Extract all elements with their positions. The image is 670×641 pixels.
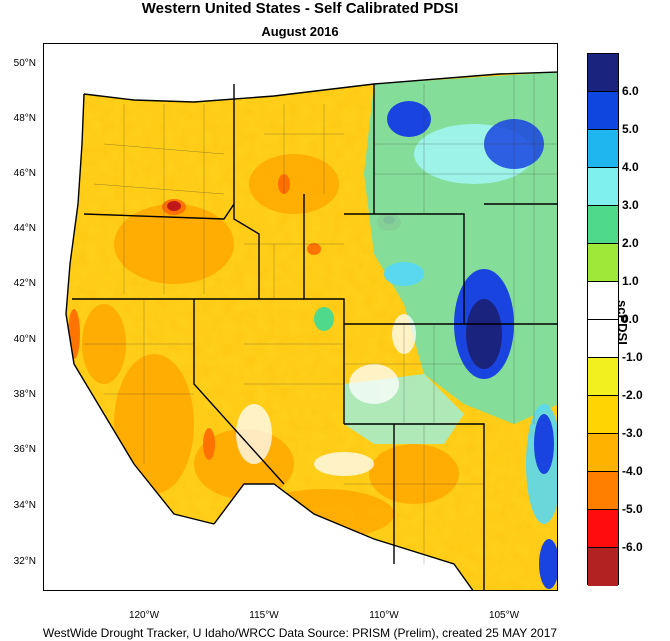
legend-swatch [588,510,618,548]
legend-swatch [588,434,618,472]
drought-map [44,44,557,590]
legend-swatch [588,92,618,130]
legend-label: -5.0 [622,502,643,516]
footer-credit: WestWide Drought Tracker, U Idaho/WRCC D… [42,626,558,640]
canada-region [44,44,557,102]
legend-swatch [588,244,618,282]
legend-label: 6.0 [622,84,639,98]
map-area [43,43,558,591]
legend-title: scPDSI [615,300,630,345]
lat-label-48: 48°N [13,113,36,124]
county-borders [84,74,557,564]
legend-swatch [588,54,618,92]
lat-label-38: 38°N [13,389,36,400]
lat-label-50: 50°N [13,58,36,69]
lat-label-36: 36°N [13,444,36,455]
legend-label: -1.0 [622,350,643,364]
lat-label-44: 44°N [13,223,36,234]
lat-label-46: 46°N [13,168,36,179]
lon-label-115: 115°W [249,610,279,621]
legend-label: -2.0 [622,388,643,402]
legend-label: 1.0 [622,274,639,288]
lon-label-120: 120°W [128,610,160,621]
lat-label-42: 42°N [13,278,36,289]
legend-label: -4.0 [622,464,643,478]
lon-label-105: 105°W [488,610,520,621]
legend-label: 2.0 [622,236,639,250]
legend-colorbar [587,53,619,586]
legend-swatch [588,320,618,358]
legend-label: 5.0 [622,122,639,136]
legend-swatch [588,206,618,244]
near-normal-areas [236,314,416,476]
legend-swatch [588,396,618,434]
map-title: Western United States - Self Calibrated … [141,0,459,17]
state-borders [65,71,557,590]
legend-swatch [588,168,618,206]
legend-label: 3.0 [622,198,639,212]
lat-label-34: 34°N [13,500,36,511]
pacific-ocean [44,44,557,590]
map-subtitle: August 2016 [261,24,339,39]
lat-label-40: 40°N [13,334,36,345]
legend-swatch [588,548,618,586]
legend-label: -3.0 [622,426,643,440]
legend-swatch [588,472,618,510]
lat-label-32: 32°N [13,556,36,567]
legend-label: 0.0 [622,312,639,326]
legend-swatch [588,358,618,396]
legend-label: 4.0 [622,160,639,174]
legend-swatch [588,130,618,168]
lon-label-110: 110°W [369,610,399,621]
legend-swatch [588,282,618,320]
legend-label: -6.0 [622,540,643,554]
